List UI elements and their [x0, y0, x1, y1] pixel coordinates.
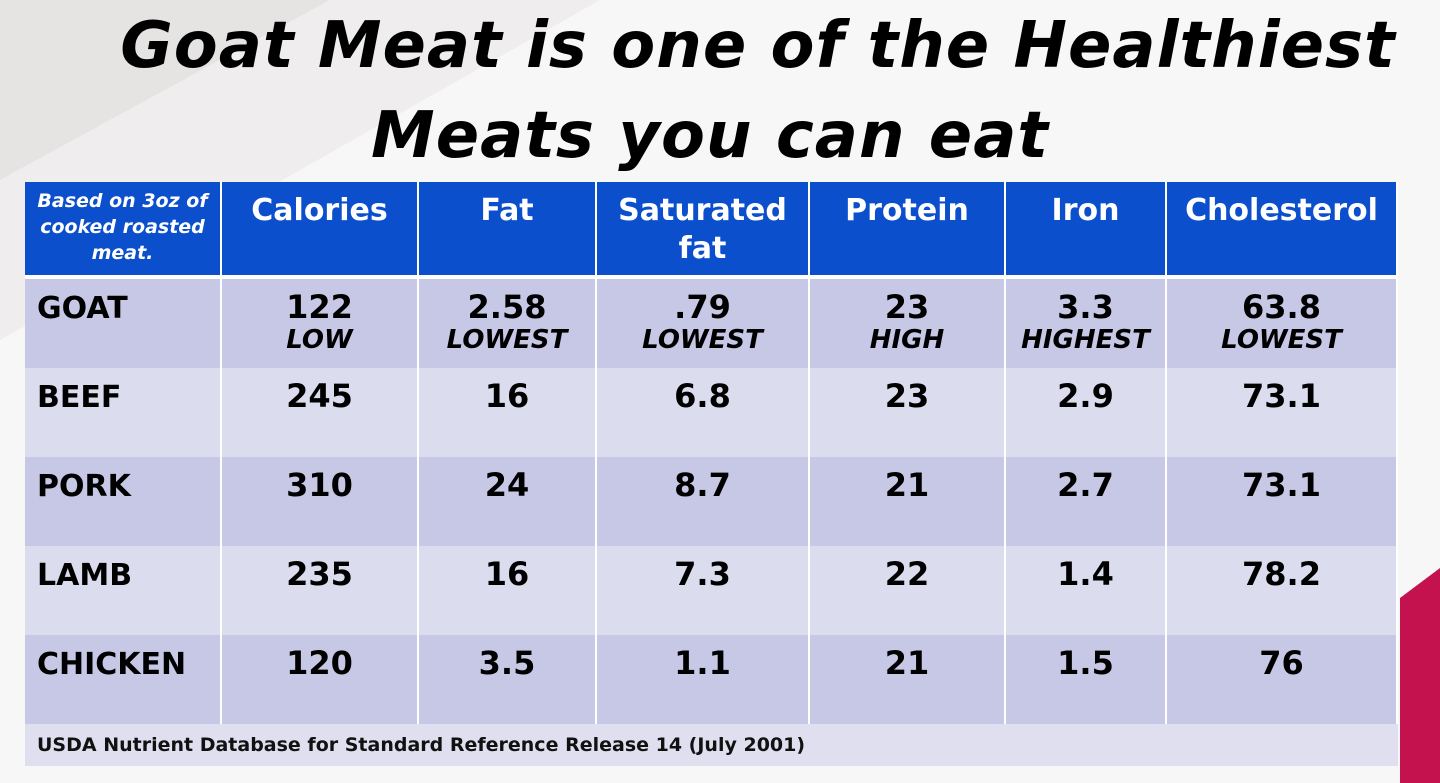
- cell-value: 23: [884, 288, 930, 326]
- cell-protein: 21: [810, 635, 1006, 724]
- cell-note: LOWEST: [1221, 325, 1342, 355]
- table-row-chicken: CHICKEN 120 3.5 1.1 21 1.5 76: [25, 635, 1398, 724]
- cell-fat: 3.5: [419, 635, 597, 724]
- meat-name: GOAT: [25, 279, 222, 368]
- cell-iron: 3.3 HIGHEST: [1006, 279, 1167, 368]
- cell-value: 122: [286, 288, 353, 326]
- basis-label: Based on 3oz of cooked roasted meat.: [25, 182, 222, 279]
- cell-note: HIGHEST: [1021, 325, 1150, 355]
- cell-cholesterol: 73.1: [1167, 457, 1398, 546]
- column-header-protein: Protein: [810, 182, 1006, 279]
- cell-fat: 2.58 LOWEST: [419, 279, 597, 368]
- cell-saturated-fat: 8.7: [597, 457, 810, 546]
- cell-calories: 310: [222, 457, 419, 546]
- table-footer-row: USDA Nutrient Database for Standard Refe…: [25, 724, 1398, 766]
- cell-note: LOWEST: [446, 325, 568, 355]
- cell-saturated-fat: 7.3: [597, 546, 810, 635]
- cell-value: 2.58: [467, 288, 547, 326]
- cell-protein: 23: [810, 368, 1006, 457]
- cell-calories: 235: [222, 546, 419, 635]
- cell-saturated-fat: 1.1: [597, 635, 810, 724]
- cell-iron: 1.4: [1006, 546, 1167, 635]
- column-header-fat: Fat: [419, 182, 597, 279]
- cell-saturated-fat: 6.8: [597, 368, 810, 457]
- table-row-pork: PORK 310 24 8.7 21 2.7 73.1: [25, 457, 1398, 546]
- table-row-goat: GOAT 122 LOW 2.58 LOWEST .79 LOWEST 23 HIGH …: [25, 279, 1398, 368]
- cell-cholesterol: 63.8 LOWEST: [1167, 279, 1398, 368]
- cell-cholesterol: 78.2: [1167, 546, 1398, 635]
- cell-calories: 245: [222, 368, 419, 457]
- cell-value: 3.3: [1057, 288, 1114, 326]
- table-header-row: Based on 3oz of cooked roasted meat. Cal…: [25, 182, 1398, 279]
- page-title-line-2: Meats you can eat: [371, 99, 1049, 173]
- meat-name: CHICKEN: [25, 635, 222, 724]
- cell-iron: 2.9: [1006, 368, 1167, 457]
- cell-value: .79: [674, 288, 731, 326]
- cell-protein: 21: [810, 457, 1006, 546]
- column-header-saturated-fat: Saturated fat: [597, 182, 810, 279]
- cell-fat: 16: [419, 368, 597, 457]
- nutrition-table: Based on 3oz of cooked roasted meat. Cal…: [25, 182, 1398, 766]
- cell-protein: 22: [810, 546, 1006, 635]
- page-title-line-1: Goat Meat is one of the Healthiest: [120, 9, 1396, 83]
- cell-protein: 23 HIGH: [810, 279, 1006, 368]
- source-citation: USDA Nutrient Database for Standard Refe…: [25, 724, 1398, 766]
- cell-value: 63.8: [1242, 288, 1321, 326]
- cell-saturated-fat: .79 LOWEST: [597, 279, 810, 368]
- cell-iron: 1.5: [1006, 635, 1167, 724]
- cell-iron: 2.7: [1006, 457, 1167, 546]
- cell-note: LOWEST: [642, 325, 763, 355]
- column-header-calories: Calories: [222, 182, 419, 279]
- cell-note: HIGH: [869, 325, 945, 355]
- meat-name: PORK: [25, 457, 222, 546]
- cell-calories: 122 LOW: [222, 279, 419, 368]
- table-row-beef: BEEF 245 16 6.8 23 2.9 73.1: [25, 368, 1398, 457]
- cell-cholesterol: 76: [1167, 635, 1398, 724]
- table-row-lamb: LAMB 235 16 7.3 22 1.4 78.2: [25, 546, 1398, 635]
- column-header-cholesterol: Cholesterol: [1167, 182, 1398, 279]
- column-header-iron: Iron: [1006, 182, 1167, 279]
- cell-calories: 120: [222, 635, 419, 724]
- cell-fat: 24: [419, 457, 597, 546]
- cell-cholesterol: 73.1: [1167, 368, 1398, 457]
- cell-fat: 16: [419, 546, 597, 635]
- meat-name: LAMB: [25, 546, 222, 635]
- cell-note: LOW: [286, 325, 353, 355]
- meat-name: BEEF: [25, 368, 222, 457]
- accent-decoration: [1400, 568, 1440, 783]
